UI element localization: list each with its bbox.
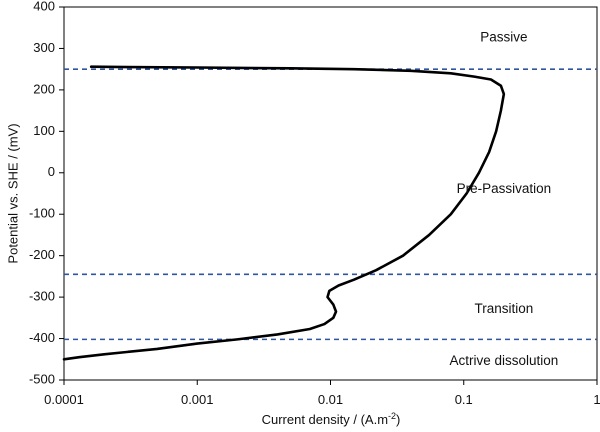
- x-axis-title: Current density / (A.m-2): [262, 411, 401, 427]
- reference-lines: [64, 68, 597, 341]
- y-tick-label: 0: [48, 164, 55, 179]
- y-tick-label: 200: [33, 81, 55, 96]
- y-tick-label: -100: [29, 206, 55, 221]
- y-tick-label: 100: [33, 123, 55, 138]
- x-axis: 0.0001 0.001 0.01 0.1 1: [44, 380, 600, 407]
- y-tick-label: -400: [29, 330, 55, 345]
- y-tick-label: 400: [33, 0, 55, 13]
- y-tick-label: -200: [29, 247, 55, 262]
- y-axis: 400 300 200 100 0 -100 -200 -300 -400 -500: [29, 0, 64, 386]
- x-tick-label: 0.0001: [44, 392, 84, 407]
- region-label: Transition: [474, 301, 533, 316]
- y-tick-label: 300: [33, 40, 55, 55]
- region-label: Actrive dissolution: [449, 353, 558, 368]
- x-axis-title-main: Current density / (A.m: [262, 412, 388, 427]
- x-axis-title-superscript: -2: [388, 411, 396, 421]
- series-group: [62, 65, 506, 361]
- y-axis-title: Potential vs. SHE / (mV): [5, 123, 20, 263]
- y-tick-label: -500: [29, 371, 55, 386]
- x-axis-title-suffix: ): [396, 412, 400, 427]
- x-tick-label: 0.01: [318, 392, 343, 407]
- x-tick-label: 0.001: [181, 392, 214, 407]
- x-tick-label: 1: [593, 392, 600, 407]
- x-tick-label: 0.1: [455, 392, 473, 407]
- region-label: Passive: [480, 30, 527, 45]
- annotations: Passive Pre-Passivation Transition Actrive …: [449, 30, 558, 368]
- region-label: Pre-Passivation: [457, 181, 552, 196]
- polarization-curve: [62, 65, 506, 361]
- y-tick-label: -300: [29, 289, 55, 304]
